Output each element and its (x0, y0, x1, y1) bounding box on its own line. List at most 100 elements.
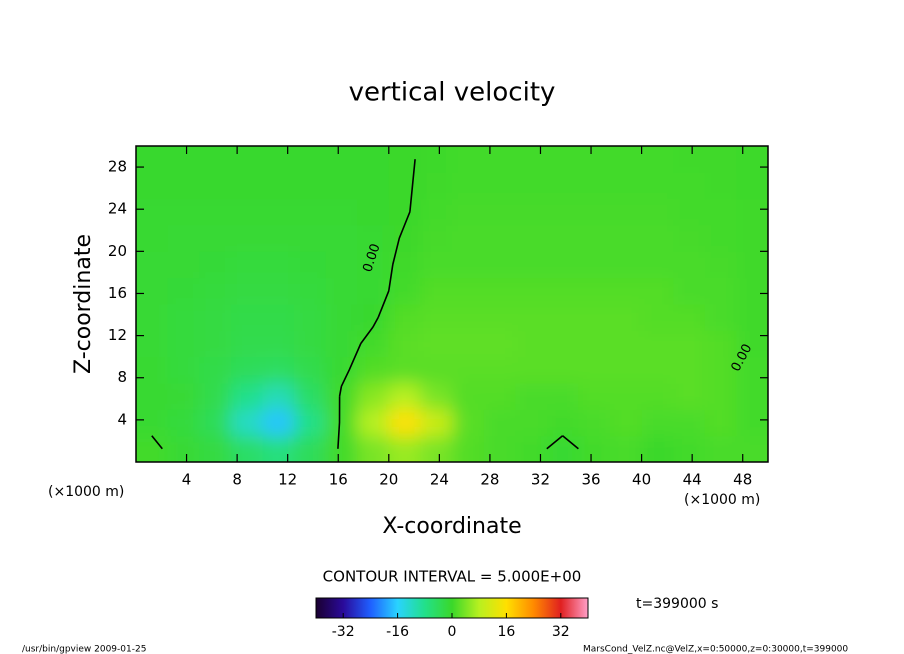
field-cell (388, 356, 421, 384)
x-tick-label: 8 (232, 471, 242, 489)
field-cell (673, 304, 706, 331)
field-cell (420, 435, 453, 462)
field-cell (452, 198, 485, 226)
field-cell (357, 225, 390, 252)
field-cell (167, 146, 200, 173)
field-cell (420, 146, 453, 173)
field-cell (230, 409, 263, 437)
field-cell (483, 383, 516, 410)
field-cell (199, 383, 232, 410)
chart-title: vertical velocity (349, 78, 556, 108)
field-cell (546, 251, 579, 279)
field-cell (704, 304, 737, 331)
field-cell (230, 330, 263, 358)
field-cell (483, 435, 516, 462)
field-cell (704, 146, 737, 173)
field-cell (673, 277, 706, 305)
field-cell (136, 356, 169, 384)
field-cell (673, 330, 706, 358)
field-cell (420, 172, 453, 200)
field-cell (357, 251, 390, 279)
x-tick-label: 32 (531, 471, 550, 489)
field-cell (483, 251, 516, 279)
field-cell (136, 435, 169, 462)
field-cell (325, 146, 358, 173)
field-cell (515, 304, 548, 331)
field-cell (294, 277, 327, 305)
field-cell (388, 383, 421, 410)
field-cell (610, 251, 643, 279)
field-cell (262, 146, 295, 173)
field-area: 0.000.00 (136, 146, 768, 462)
time-label: t=399000 s (636, 596, 718, 612)
field-cell (452, 146, 485, 173)
field-cell (578, 277, 611, 305)
field-cell (546, 435, 579, 462)
field (136, 146, 768, 462)
field-cell (546, 409, 579, 437)
field-cell (610, 277, 643, 305)
field-cell (230, 251, 263, 279)
contour-interval: CONTOUR INTERVAL = 5.000E+00 (323, 568, 582, 586)
field-cell (483, 225, 516, 252)
field-cell (452, 251, 485, 279)
field-cell (230, 225, 263, 252)
field-cell (388, 225, 421, 252)
field-cell (357, 409, 390, 437)
y-tick-label: 20 (108, 242, 127, 260)
x-tick-label: 48 (733, 471, 752, 489)
field-cell (388, 251, 421, 279)
field-cell (452, 435, 485, 462)
field-cell (420, 304, 453, 331)
y-unit: (×1000 m) (48, 484, 124, 500)
field-cell (262, 330, 295, 358)
field-cell (578, 172, 611, 200)
field-cell (388, 172, 421, 200)
field-cell (357, 146, 390, 173)
field-cell (294, 251, 327, 279)
colorbar-tick-label: 16 (497, 624, 515, 640)
field-cell (736, 251, 768, 279)
field-cell (641, 330, 674, 358)
field-cell (357, 277, 390, 305)
field-cell (641, 277, 674, 305)
field-cell (167, 198, 200, 226)
field-cell (610, 330, 643, 358)
field-cell (546, 383, 579, 410)
field-cell (325, 225, 358, 252)
field-cell (294, 225, 327, 252)
field-cell (736, 198, 768, 226)
field-cell (515, 225, 548, 252)
field-cell (452, 277, 485, 305)
field-cell (515, 251, 548, 279)
field-cell (167, 383, 200, 410)
field-cell (736, 146, 768, 173)
field-cell (704, 356, 737, 384)
field-cell (325, 198, 358, 226)
field-cell (199, 409, 232, 437)
field-cell (578, 435, 611, 462)
field-cell (610, 172, 643, 200)
field-cell (199, 251, 232, 279)
x-tick-label: 20 (379, 471, 398, 489)
field-cell (704, 251, 737, 279)
field-cell (420, 330, 453, 358)
colorbar-tick-label: 0 (448, 624, 457, 640)
field-cell (230, 356, 263, 384)
field-cell (136, 277, 169, 305)
field-cell (136, 251, 169, 279)
field-cell (452, 225, 485, 252)
field-cell (610, 304, 643, 331)
field-cell (736, 225, 768, 252)
field-cell (262, 304, 295, 331)
field-cell (515, 435, 548, 462)
field-cell (673, 356, 706, 384)
field-cell (325, 330, 358, 358)
field-cell (420, 198, 453, 226)
field-cell (357, 330, 390, 358)
field-cell (294, 146, 327, 173)
field-cell (515, 198, 548, 226)
field-cell (230, 198, 263, 226)
field-cell (673, 435, 706, 462)
